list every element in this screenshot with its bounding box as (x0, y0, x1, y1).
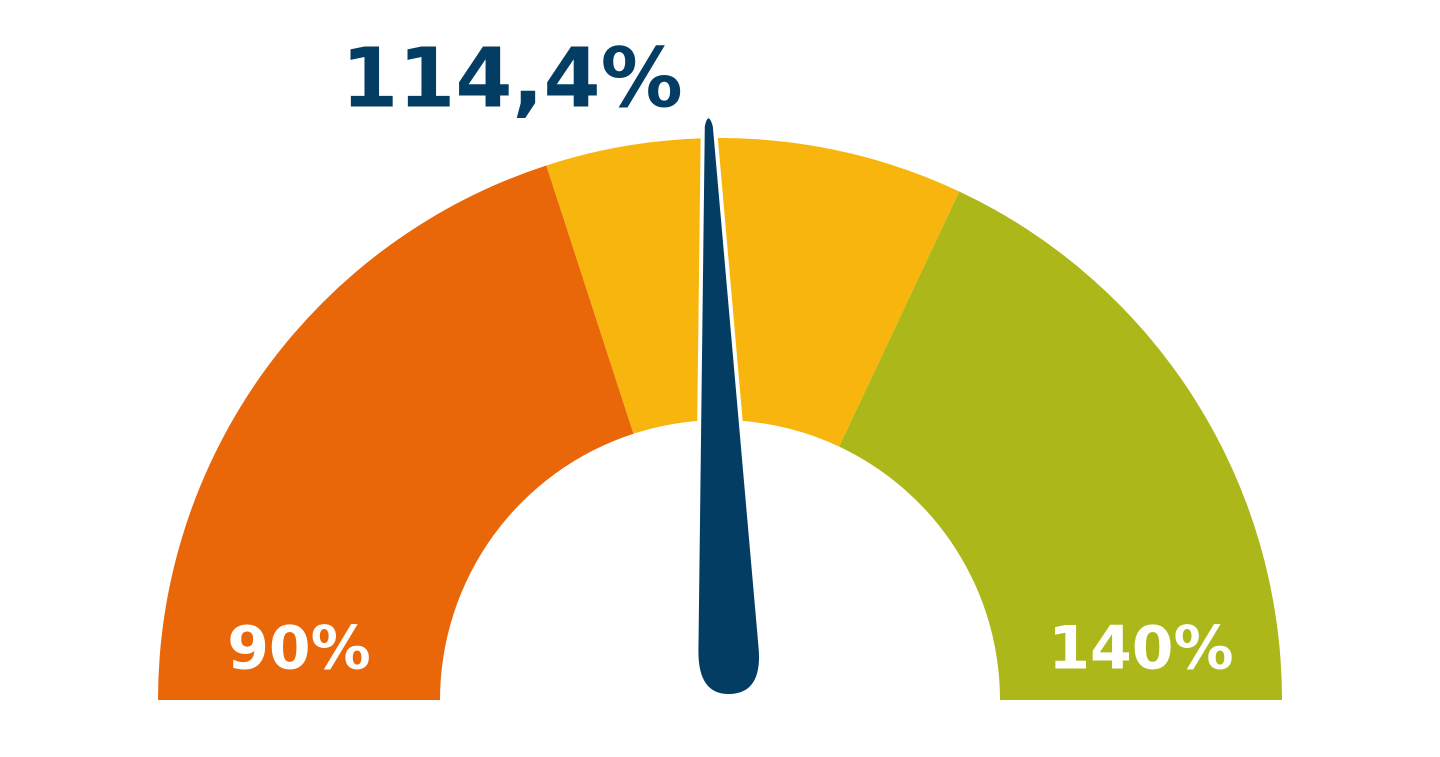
value-label: 114,4% (341, 31, 683, 126)
gauge-band (839, 191, 1282, 701)
gauge-band (158, 165, 634, 701)
needle (694, 114, 764, 698)
tick-label: 140% (1048, 614, 1233, 684)
gauge-band (546, 138, 960, 447)
tick-label: 90% (227, 614, 371, 684)
